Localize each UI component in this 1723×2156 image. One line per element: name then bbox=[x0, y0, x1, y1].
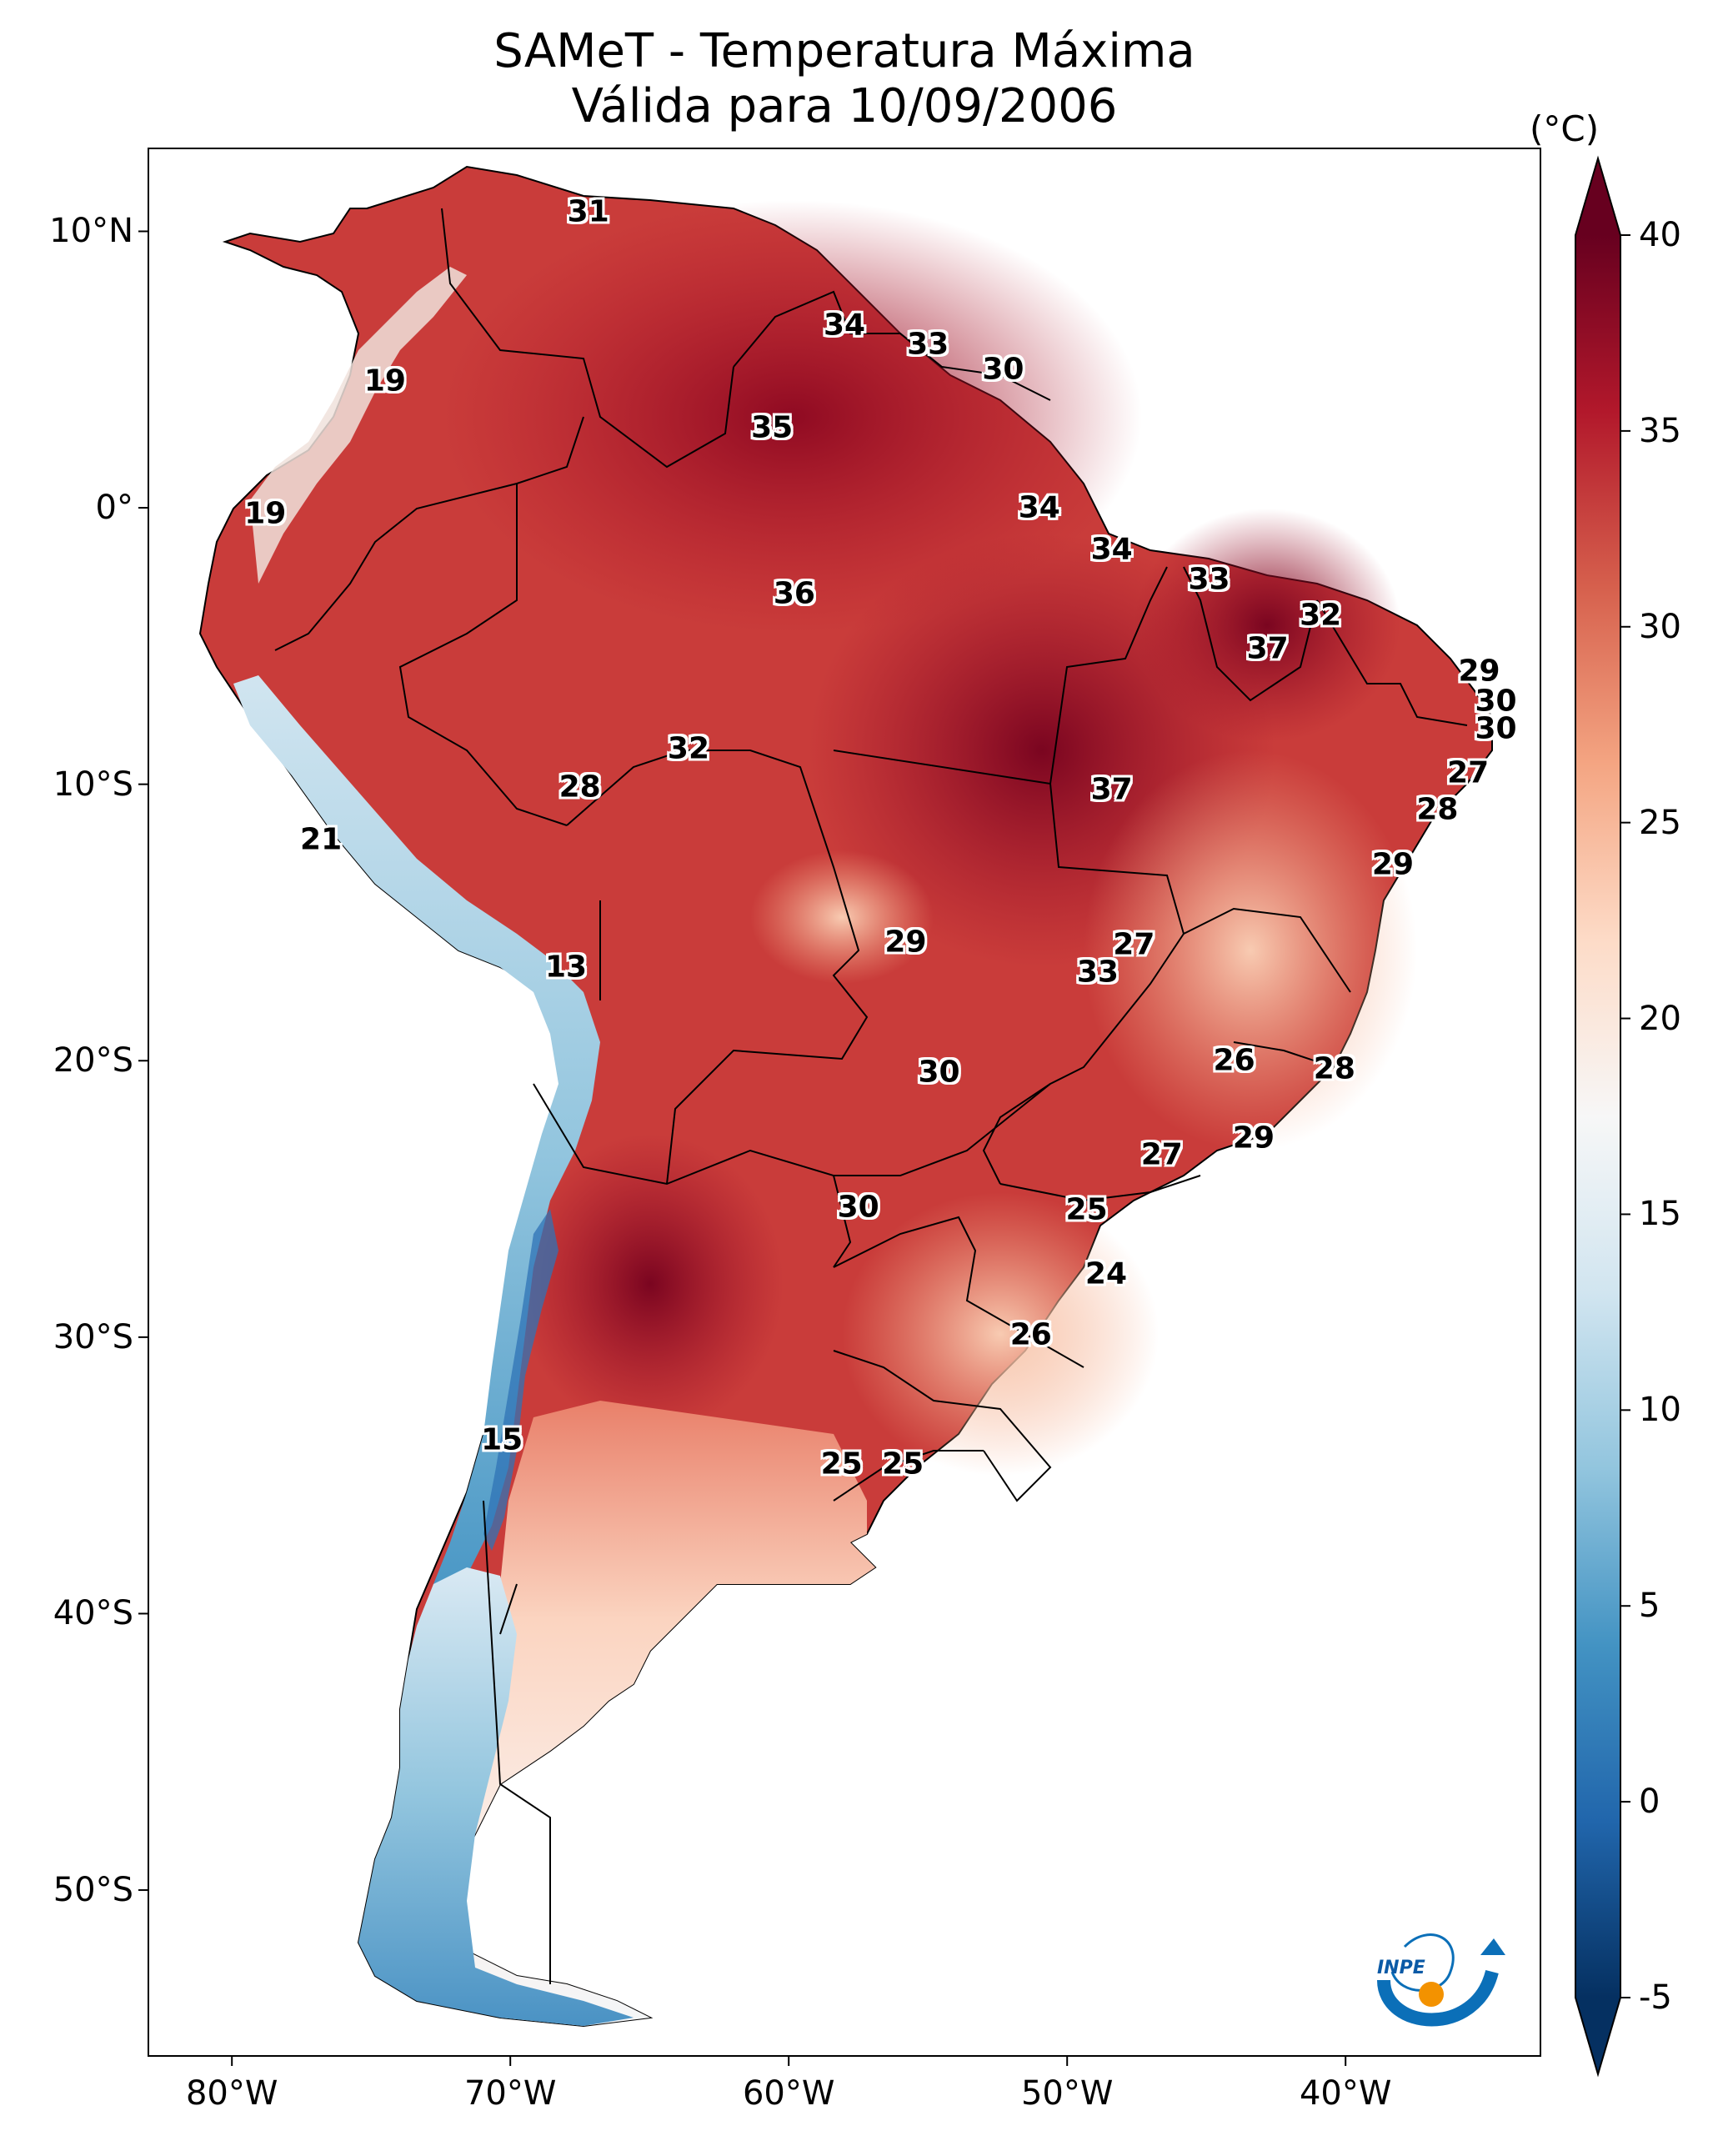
colorbar-body bbox=[1575, 235, 1620, 1998]
contour-label: 28 bbox=[1313, 1051, 1355, 1086]
colorbar bbox=[1575, 155, 1630, 2078]
contour-label: 25 bbox=[820, 1447, 863, 1482]
contour-label: 34 bbox=[1018, 490, 1060, 525]
south-brazil-mild-zone bbox=[842, 1192, 1159, 1476]
map-title-line-1: SAMeT - Temperatura Máxima bbox=[493, 24, 1195, 78]
contour-label: 30 bbox=[918, 1055, 960, 1090]
pantanal-mild-zone bbox=[750, 850, 934, 984]
lon-tick-label: 40°W bbox=[1299, 2074, 1392, 2113]
lon-tick-label: 50°W bbox=[1020, 2074, 1114, 2113]
contour-label: 19 bbox=[363, 364, 406, 399]
logo-arrow-icon bbox=[1480, 1938, 1505, 1955]
contour-label: 37 bbox=[1090, 772, 1133, 807]
colorbar-tick-label: 40 bbox=[1639, 216, 1681, 254]
contour-label: 29 bbox=[1232, 1121, 1275, 1156]
lat-tick-label: 0° bbox=[95, 489, 133, 528]
colorbar-upper-extension bbox=[1575, 158, 1620, 235]
contour-label: 27 bbox=[1140, 1137, 1183, 1172]
contour-label: 36 bbox=[773, 576, 815, 611]
colorbar-ticks bbox=[1620, 234, 1630, 1998]
colorbar-tick-label: 20 bbox=[1639, 999, 1681, 1038]
map-frame bbox=[148, 148, 1541, 2057]
colorbar-tick-label: 30 bbox=[1639, 607, 1681, 646]
contour-label: 29 bbox=[884, 925, 927, 960]
contour-label: 25 bbox=[1065, 1192, 1108, 1227]
inpe-logo-text: INPE bbox=[1377, 1958, 1425, 1978]
lon-tick-label: 80°W bbox=[185, 2074, 278, 2113]
andes-south-deep-cold bbox=[483, 1209, 558, 1551]
lat-tick-label: 10°S bbox=[53, 765, 133, 804]
contour-label: 32 bbox=[1300, 598, 1342, 633]
contour-label: 19 bbox=[244, 496, 287, 531]
colorbar-tick-label: 10 bbox=[1639, 1391, 1681, 1430]
contour-label: 32 bbox=[667, 731, 710, 766]
lat-tick-label: 50°S bbox=[53, 1871, 133, 1910]
lat-tick-label: 30°S bbox=[53, 1317, 133, 1356]
contour-label: 33 bbox=[1188, 562, 1230, 597]
logo-orbit bbox=[1390, 1933, 1455, 1992]
colorbar-tick-label: 0 bbox=[1639, 1782, 1660, 1822]
map-title-line-2: Válida para 10/09/2006 bbox=[571, 79, 1118, 133]
contour-label: 29 bbox=[1458, 654, 1500, 689]
contour-label: 25 bbox=[882, 1447, 924, 1482]
colorbar-unit-label: (°C) bbox=[1530, 108, 1600, 149]
contour-label: 30 bbox=[982, 352, 1024, 387]
contour-label: 28 bbox=[1416, 792, 1459, 826]
contour-label: 30 bbox=[1475, 711, 1517, 746]
country-borders bbox=[274, 208, 1468, 1984]
colorbar-lower-extension bbox=[1575, 1998, 1620, 2074]
inpe-logo bbox=[1377, 1933, 1505, 2027]
southern-cone-field bbox=[450, 1401, 875, 2026]
lon-tick-label: 60°W bbox=[742, 2074, 835, 2113]
lat-tick-label: 40°S bbox=[53, 1594, 133, 1633]
colorbar-tick-label: 25 bbox=[1639, 803, 1681, 842]
contour-label: 27 bbox=[1447, 755, 1490, 790]
contour-label: 15 bbox=[481, 1422, 523, 1457]
map-field bbox=[198, 165, 1493, 2028]
contour-label: 13 bbox=[544, 950, 588, 985]
andes-north-cold-band bbox=[250, 267, 467, 584]
lat-tick-label: 10°N bbox=[49, 212, 133, 251]
logo-sun-icon bbox=[1419, 1982, 1444, 2007]
colorbar-tick-label: 15 bbox=[1639, 1195, 1681, 1234]
contour-label: 21 bbox=[300, 822, 343, 857]
contour-label: 24 bbox=[1084, 1256, 1128, 1291]
axis-ticks bbox=[138, 230, 1347, 2066]
contour-label: 30 bbox=[1475, 684, 1517, 719]
contour-label: 37 bbox=[1246, 631, 1289, 666]
logo-swoosh bbox=[1377, 1969, 1499, 2027]
contour-label: 28 bbox=[558, 770, 601, 805]
north-east-hot-zone bbox=[1134, 509, 1400, 742]
colorbar-tick-label: -5 bbox=[1639, 1978, 1672, 2017]
lat-tick-label: 20°S bbox=[53, 1041, 133, 1081]
inpe-logo-text-box: INPE bbox=[1359, 1909, 1500, 2026]
contour-label: 33 bbox=[1076, 955, 1119, 990]
contour-label: 34 bbox=[823, 308, 866, 343]
contour-label: 26 bbox=[1009, 1317, 1052, 1352]
contour-label: 29 bbox=[1371, 847, 1415, 882]
patagonia-cold-band bbox=[358, 1567, 634, 2026]
colorbar-tick-label: 5 bbox=[1639, 1587, 1660, 1626]
contour-label: 30 bbox=[837, 1190, 879, 1225]
east-brazil-mild-zone bbox=[1084, 750, 1417, 1151]
contour-label: 33 bbox=[907, 327, 949, 362]
colorbar-tick-label: 35 bbox=[1639, 411, 1681, 450]
contour-label: 27 bbox=[1113, 927, 1155, 962]
contour-label: 31 bbox=[567, 194, 609, 229]
contour-label: 26 bbox=[1213, 1043, 1255, 1078]
amazon-hot-zone bbox=[442, 200, 1142, 634]
chaco-hot-zone bbox=[517, 1134, 784, 1434]
contour-label: 35 bbox=[751, 410, 794, 445]
contour-label: 34 bbox=[1090, 532, 1133, 567]
lon-tick-label: 70°W bbox=[463, 2074, 557, 2113]
